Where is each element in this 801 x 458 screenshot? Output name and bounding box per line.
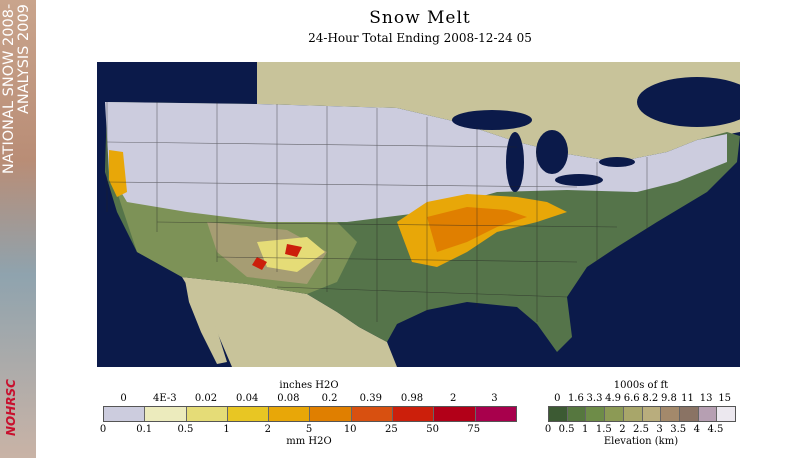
melt-legend-top-unit: inches H2O [279,380,339,391]
elev-legend-bottom-tick: 4 [693,424,700,435]
melt-legend-bottom-tick: 0.5 [177,424,194,435]
lake-michigan [506,132,524,192]
melt-legend-bottom-tick: 0.1 [136,424,153,435]
elev-legend-swatch [661,407,680,421]
elev-legend-swatch [642,407,662,421]
melt-legend-top-tick: 3 [491,393,498,404]
elev-legend-top-tick: 9.8 [660,393,677,404]
melt-legend-swatch [310,407,352,421]
sidebar-heading: NATIONAL SNOW 2008- ANALYSIS 2009 [1,4,34,304]
melt-legend-swatch [145,407,187,421]
elev-legend-bottom-tick: 0.5 [558,424,575,435]
elev-legend-top-tick: 4.9 [605,393,622,404]
elev-legend-swatch [605,407,624,421]
elev-legend-top-tick: 11 [681,393,694,404]
elev-legend-top-tick: 1.6 [567,393,584,404]
elev-legend-bottom-tick: 1 [582,424,589,435]
snow-cover [105,102,727,222]
melt-legend-top-tick: 0.2 [321,393,338,404]
melt-legend-swatch [269,407,311,421]
elevation-color-bar [548,406,736,422]
melt-legend-swatch [227,407,270,421]
melt-west-coast [109,150,127,197]
elev-legend-swatch [717,407,736,421]
elev-legend-swatch [586,407,606,421]
melt-legend-top-tick: 0.39 [359,393,382,404]
elev-legend-top-tick: 13 [699,393,713,404]
lake-erie [555,174,603,186]
elev-legend-bottom-tick: 4.5 [707,424,724,435]
sidebar-heading-line2: ANALYSIS 2009 [16,4,32,114]
nohrsc-logo: NOHRSC [4,379,18,436]
melt-legend-top-tick: 0.08 [277,393,300,404]
snow-melt-map [97,62,740,367]
baja-peninsula [185,280,227,364]
state-borders [106,102,648,322]
melt-legend-swatch [351,407,394,421]
melt-legend-bottom-tick: 50 [426,424,439,435]
elev-legend-bottom-tick: 0 [544,424,552,435]
melt-legend-bottom-tick: 2 [264,424,271,435]
melt-legend-top-tick: 0.02 [194,393,218,404]
nohrsc-sidebar: NATIONAL SNOW 2008- ANALYSIS 2009 NOHRSC [0,0,36,458]
elev-legend-top-tick: 15 [718,393,732,404]
melt-legend-swatch [434,407,476,421]
elev-legend-bottom-tick: 2.5 [633,424,649,435]
melt-legend-top-tick: 0.04 [236,393,259,404]
melt-legend-bottom-unit: mm H2O [286,436,332,447]
elev-legend-top-unit: 1000s of ft [613,380,669,391]
elev-legend-top-tick: 0 [554,393,561,404]
melt-red-patches [252,244,302,270]
melt-legend-swatch [475,407,516,421]
melt-legend-top-tick: 0 [120,393,127,404]
elev-legend-bottom-tick: 1.5 [595,424,612,435]
elev-legend-swatch [623,407,643,421]
elev-legend-bottom-unit: Elevation (km) [603,436,679,447]
melt-legend-bottom-tick: 10 [343,424,357,435]
elev-legend-swatch [567,407,587,421]
elev-legend-top-tick: 8.2 [642,393,659,404]
elev-legend-top-tick: 3.3 [586,393,603,404]
elev-legend-swatch [679,407,699,421]
hudson-bay-edge [637,77,740,127]
elev-legend-bottom-tick: 2 [619,424,626,435]
melt-color-bar [103,406,517,422]
elev-legend-swatch [549,407,568,421]
sidebar-heading-line1: NATIONAL SNOW 2008- [1,4,17,175]
map-subtitle: 24-Hour Total Ending 2008-12-24 05 [308,31,532,45]
melt-legend-bottom-tick: 75 [467,424,481,435]
elev-legend-top-tick: 6.6 [623,393,640,404]
melt-legend-bottom-tick: 25 [385,424,398,435]
melt-legend-bottom-tick: 1 [223,424,230,435]
mexico-land [182,277,397,367]
melt-legend-swatch [393,407,435,421]
lake-superior [452,110,532,130]
melt-legend-swatch [104,407,146,421]
elev-legend-bottom-tick: 3 [656,424,663,435]
melt-legend-swatch [186,407,228,421]
melt-legend-top-tick: 4E-3 [153,393,177,404]
melt-legend-bottom-tick: 5 [305,424,313,435]
melt-legend-top-tick: 2 [450,393,457,404]
melt-legend-top-tick: 0.98 [400,393,424,404]
elev-legend-swatch [698,407,718,421]
melt-legend-bottom-tick: 0 [99,424,107,435]
map-title: Snow Melt [369,8,471,28]
lake-ontario [599,157,635,167]
elev-legend-bottom-tick: 3.5 [670,424,687,435]
lake-huron [536,130,568,174]
